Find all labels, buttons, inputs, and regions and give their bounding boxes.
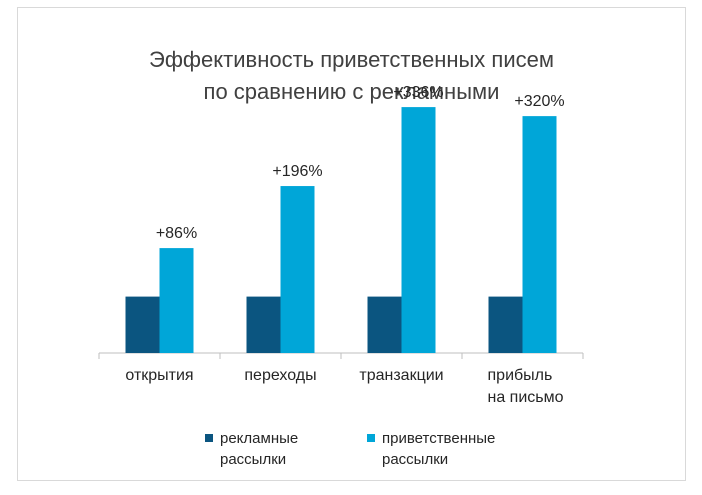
legend-label-welcome: приветственные рассылки: [382, 428, 542, 470]
legend-swatch-welcome: [367, 434, 375, 442]
legend-label-welcome-line-1: приветственные: [382, 430, 496, 447]
legend-label-advertising-line-2: рассылки: [220, 451, 287, 468]
data-label-open: +86%: [155, 225, 198, 243]
chart-title-line-2: по сравнению с рекламными: [203, 79, 500, 104]
category-label-open: открытия: [116, 365, 204, 387]
category-label-profit: прибыль на письмо: [488, 365, 564, 409]
category-label-open-line-1: открытия: [125, 367, 194, 384]
category-label-transactions: транзакции: [358, 365, 446, 387]
data-label-profit: +320%: [514, 93, 565, 111]
legend-label-advertising-line-1: рекламные: [220, 430, 299, 447]
bar-advertising-transactions: [367, 296, 402, 353]
legend-label-welcome-line-2: рассылки: [382, 451, 449, 468]
chart-title: Эффективность приветственных писем по ср…: [17, 44, 686, 108]
category-label-clicks-line-1: переходы: [244, 367, 317, 384]
chart-title-line-1: Эффективность приветственных писем: [149, 47, 554, 72]
bar-advertising-open: [125, 296, 160, 353]
category-label-profit-line-1: прибыль: [487, 367, 553, 384]
bar-welcome-profit: [522, 116, 557, 354]
legend-swatch-advertising: [205, 434, 213, 442]
category-label-profit-line-2: на письмо: [487, 389, 564, 406]
bar-welcome-open: [159, 248, 194, 353]
bar-welcome-clicks: [280, 186, 315, 353]
legend: рекламные рассылки приветственные рассыл…: [205, 428, 565, 476]
data-label-clicks: +196%: [272, 163, 323, 181]
chart-frame: [17, 7, 686, 481]
category-label-clicks: переходы: [237, 365, 325, 387]
category-label-transactions-line-1: транзакции: [359, 367, 444, 384]
legend-label-advertising: рекламные рассылки: [220, 428, 380, 470]
bar-welcome-transactions: [401, 107, 436, 353]
data-label-transactions: +336%: [393, 84, 444, 102]
bar-advertising-clicks: [246, 296, 281, 353]
bar-advertising-profit: [488, 296, 523, 353]
